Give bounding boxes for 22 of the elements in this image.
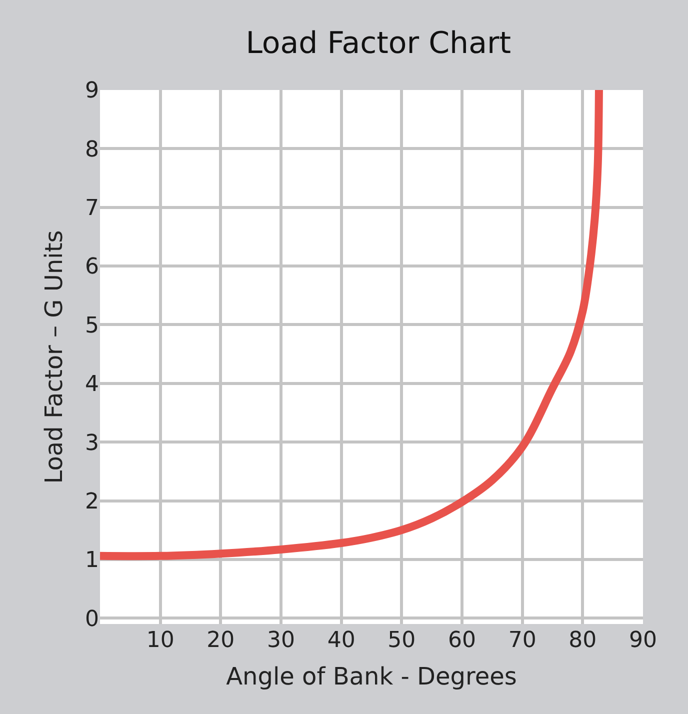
y-tick-label: 8	[85, 137, 99, 162]
y-tick-label: 4	[85, 372, 99, 398]
y-tick-label: 2	[85, 489, 99, 514]
x-tick-label: 40	[327, 628, 356, 653]
y-tick-label: 0	[85, 606, 99, 632]
y-tick-label: 1	[85, 548, 99, 574]
y-tick-label: 7	[85, 196, 99, 222]
y-tick-label: 5	[85, 313, 99, 338]
x-axis-title: Angle of Bank - Degrees	[226, 662, 517, 690]
y-tick-label: 9	[85, 78, 99, 104]
x-tick-label: 70	[508, 628, 536, 653]
x-tick-label: 10	[146, 628, 174, 653]
x-tick-label: 30	[267, 628, 295, 653]
x-tick-label: 50	[388, 628, 416, 653]
y-axis-title: Load Factor – G Units	[40, 230, 68, 484]
chart-title: Load Factor Chart	[246, 26, 512, 62]
x-tick-label: 20	[206, 628, 235, 653]
x-tick-label: 90	[629, 628, 657, 653]
y-tick-label: 3	[85, 430, 99, 456]
x-tick-label: 80	[568, 628, 597, 653]
y-tick-label: 6	[85, 254, 99, 280]
x-tick-label: 60	[448, 628, 476, 653]
